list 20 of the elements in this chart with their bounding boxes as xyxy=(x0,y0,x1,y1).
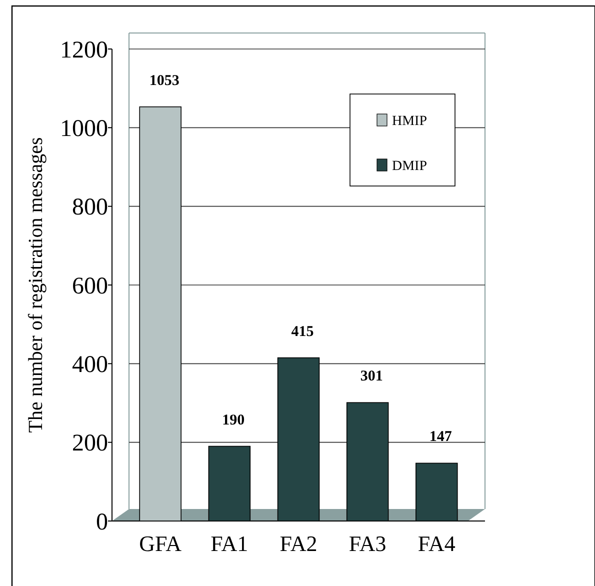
x-tick-label: FA1 xyxy=(210,531,248,556)
y-tick-label: 0 xyxy=(96,509,108,536)
y-axis-title: The number of registration messages xyxy=(25,137,47,433)
data-label: 1053 xyxy=(149,72,180,89)
y-tick-label: 600 xyxy=(72,273,108,300)
legend-label: HMIP xyxy=(392,114,428,129)
x-tick-label: FA4 xyxy=(418,531,456,556)
y-tick-label: 800 xyxy=(72,194,108,221)
data-label: 147 xyxy=(429,429,452,446)
y-tick-label: 1000 xyxy=(60,116,108,142)
data-label: 301 xyxy=(360,368,383,385)
legend-label: DMIP xyxy=(392,158,428,174)
x-tick-label: FA2 xyxy=(280,531,318,556)
x-tick-label: FA3 xyxy=(348,531,386,556)
y-tick-label: 200 xyxy=(72,430,108,457)
x-tick-label: GFA xyxy=(139,531,182,556)
data-label: 415 xyxy=(291,324,314,340)
y-tick-label: 400 xyxy=(72,352,108,378)
data-label: 190 xyxy=(222,412,245,428)
y-tick-label: 1200 xyxy=(60,37,108,64)
